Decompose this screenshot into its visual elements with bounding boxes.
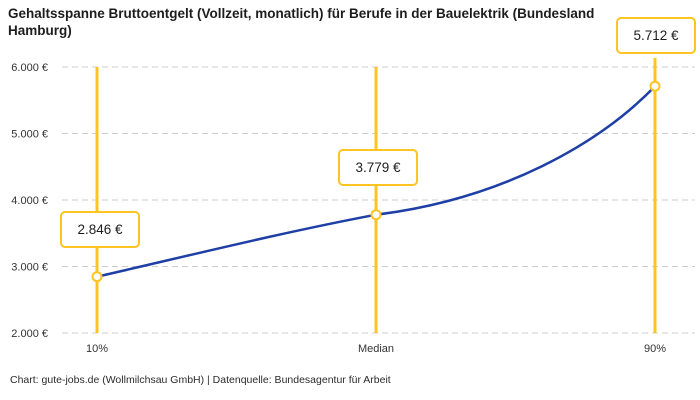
y-axis-tick-label: 4.000 € xyxy=(11,195,48,207)
x-axis-tick-label: Median xyxy=(358,343,394,355)
value-badge-median: 3.779 € xyxy=(338,149,418,186)
value-badge-90th-percentile: 5.712 € xyxy=(616,17,696,54)
value-badge-10th-percentile: 2.846 € xyxy=(60,211,140,248)
y-axis-tick-label: 5.000 € xyxy=(11,129,48,141)
data-point-marker xyxy=(91,271,103,283)
y-axis-tick-label: 6.000 € xyxy=(11,62,48,74)
data-point-marker xyxy=(649,80,661,92)
value-badge-median-label: 3.779 € xyxy=(355,160,401,175)
chart-title: Gehaltsspanne Bruttoentgelt (Vollzeit, m… xyxy=(8,6,595,38)
x-axis-tick-label: 90% xyxy=(644,343,666,355)
value-badge-90th-percentile-label: 5.712 € xyxy=(633,28,679,43)
data-point-marker xyxy=(370,209,382,221)
y-axis-tick-label: 3.000 € xyxy=(11,262,48,274)
y-axis-tick-label: 2.000 € xyxy=(11,328,48,340)
x-axis-tick-label: 10% xyxy=(86,343,108,355)
chart-source-credit: Chart: gute-jobs.de (Wollmilchsau GmbH) … xyxy=(10,374,391,386)
value-badge-10th-percentile-label: 2.846 € xyxy=(77,222,123,237)
